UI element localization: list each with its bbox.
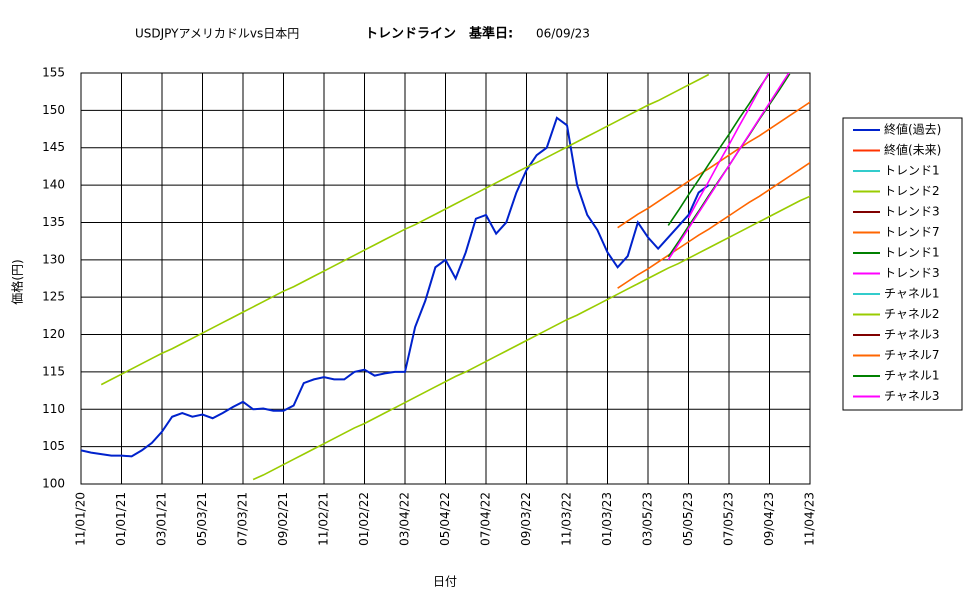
series-line — [667, 73, 790, 261]
y-tick-label: 140 — [42, 178, 65, 192]
x-tick-label: 03/04/22 — [398, 492, 412, 546]
y-tick-label: 150 — [42, 103, 65, 117]
x-tick-label: 01/01/21 — [114, 492, 128, 546]
legend-label: チャネル3 — [884, 389, 940, 403]
legend-label: チャネル1 — [884, 369, 940, 383]
series-line — [687, 73, 770, 219]
x-tick-label: 11/02/21 — [317, 492, 331, 546]
x-axis-title: 日付 — [433, 575, 457, 589]
y-tick-label: 145 — [42, 140, 65, 154]
plot-border — [80, 72, 811, 485]
x-tick-label: 03/01/21 — [155, 492, 169, 546]
x-tick-label: 03/05/23 — [641, 492, 655, 546]
x-tick-label: 05/03/21 — [195, 492, 209, 546]
y-tick-label: 125 — [42, 290, 65, 304]
y-tick-label: 105 — [42, 439, 65, 453]
series-line — [617, 162, 810, 289]
x-tick-label: 05/04/22 — [438, 492, 452, 546]
x-tick-label: 07/03/21 — [236, 492, 250, 546]
legend-label: チャネル3 — [884, 328, 940, 342]
x-tick-label: 09/02/21 — [276, 492, 290, 546]
x-tick-label: 11/01/20 — [74, 492, 88, 546]
series-line — [100, 73, 710, 386]
series-line — [252, 195, 810, 481]
chart-subtitle: トレンドライン 基準日: — [365, 26, 513, 42]
x-tick-label: 11/04/23 — [803, 492, 817, 546]
legend-label: 終値(未来) — [884, 142, 941, 157]
y-tick-label: 115 — [42, 364, 65, 378]
base-date: 06/09/23 — [536, 27, 590, 41]
y-tick-label: 120 — [42, 327, 65, 341]
legend-label: チャネル2 — [884, 307, 940, 321]
chart-title: USDJPYアメリカドルvs日本円 — [135, 27, 299, 41]
y-tick-label: 100 — [42, 477, 65, 491]
y-tick-label: 110 — [42, 402, 65, 416]
x-tick-label: 01/02/22 — [357, 492, 371, 546]
series-line — [667, 73, 771, 226]
x-tick-label: 09/04/23 — [762, 492, 776, 546]
y-tick-label: 130 — [42, 252, 65, 266]
y-tick-label: 135 — [42, 215, 65, 229]
y-axis-title: 価格(円) — [10, 259, 25, 304]
legend-box — [842, 117, 963, 411]
legend-label: 終値(過去) — [884, 122, 941, 137]
plot-lines — [81, 73, 810, 481]
x-tick-label: 01/03/23 — [600, 492, 614, 546]
legend-label: チャネル7 — [884, 348, 940, 362]
legend-label: トレンド1 — [884, 164, 940, 178]
legend-label: トレンド3 — [884, 205, 940, 219]
legend-label: トレンド3 — [884, 266, 940, 280]
x-tick-label: 05/05/23 — [681, 492, 695, 546]
series-line — [617, 101, 810, 229]
legend-label: トレンド7 — [884, 225, 940, 239]
x-tick-label: 07/05/23 — [722, 492, 736, 546]
x-tick-label: 11/03/22 — [560, 492, 574, 546]
legend-label: チャネル1 — [884, 287, 940, 301]
x-tick-label: 07/04/22 — [479, 492, 493, 546]
series-line — [81, 116, 710, 458]
legend-label: トレンド2 — [884, 184, 940, 198]
y-tick-label: 155 — [42, 66, 65, 80]
legend-label: トレンド1 — [884, 246, 940, 260]
x-tick-label: 09/03/22 — [519, 492, 533, 546]
